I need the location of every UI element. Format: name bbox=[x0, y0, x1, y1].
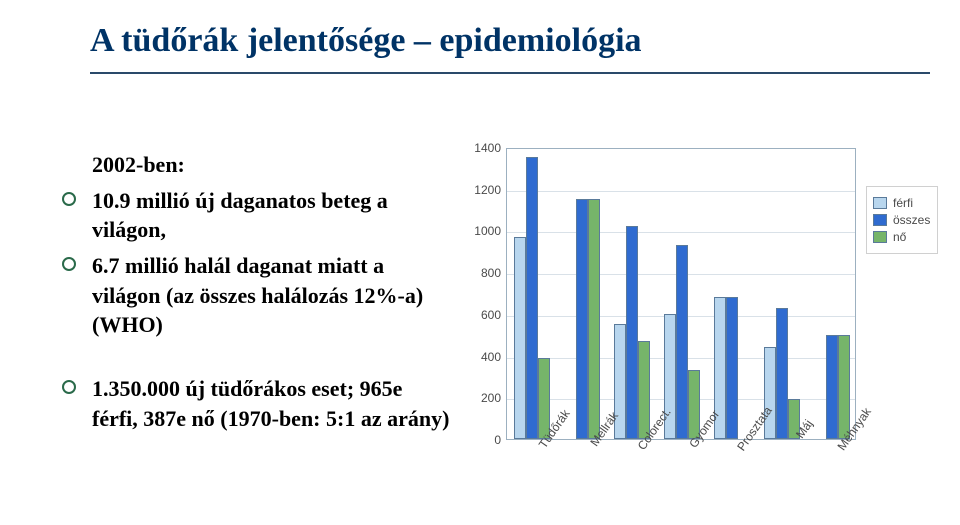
bullet-item: 6.7 millió halál daganat miatt a világon… bbox=[62, 251, 452, 340]
bullet-item: 1.350.000 új tüdőrákos eset; 965e férfi,… bbox=[62, 374, 452, 433]
title-rule bbox=[90, 72, 930, 74]
chart-legend: férfi összes nő bbox=[866, 186, 938, 254]
chart-legend-item: összes bbox=[873, 213, 931, 227]
chart-legend-swatch-icon bbox=[873, 214, 887, 226]
chart-ytick-label: 1400 bbox=[467, 141, 501, 155]
spacer bbox=[62, 346, 452, 374]
chart-bar bbox=[526, 157, 538, 439]
chart-bar bbox=[626, 226, 638, 439]
chart-bar bbox=[826, 335, 838, 439]
chart-bar bbox=[726, 297, 738, 439]
chart-bar-group bbox=[514, 157, 550, 439]
chart-bar bbox=[514, 237, 526, 439]
chart-plot-area bbox=[506, 148, 856, 440]
chart-bar bbox=[676, 245, 688, 439]
bullet-list: 2002-ben: 10.9 millió új daganatos beteg… bbox=[62, 150, 452, 440]
chart-legend-label: összes bbox=[893, 213, 930, 227]
chart-bar bbox=[576, 199, 588, 439]
chart-gridline bbox=[507, 232, 855, 233]
bullet-marker-icon bbox=[62, 257, 76, 271]
chart-bar-group bbox=[564, 199, 600, 439]
title-block: A tüdőrák jelentősége – epidemiológia bbox=[90, 22, 930, 74]
bar-chart: férfiösszesnő 0200400600800100012001400T… bbox=[468, 148, 943, 488]
bullets-heading: 2002-ben: bbox=[92, 150, 452, 180]
bullet-text: 10.9 millió új daganatos beteg a világon… bbox=[92, 186, 452, 245]
bullet-text: 6.7 millió halál daganat miatt a világon… bbox=[92, 251, 452, 340]
chart-ytick-label: 800 bbox=[467, 266, 501, 280]
page-title: A tüdőrák jelentősége – epidemiológia bbox=[90, 22, 930, 60]
chart-ytick-label: 0 bbox=[467, 433, 501, 447]
chart-ytick-label: 1000 bbox=[467, 224, 501, 238]
chart-legend-swatch-icon bbox=[873, 197, 887, 209]
chart-bar-group bbox=[814, 335, 850, 439]
chart-ytick-label: 600 bbox=[467, 308, 501, 322]
bullet-text: 1.350.000 új tüdőrákos eset; 965e férfi,… bbox=[92, 374, 452, 433]
chart-ytick-label: 400 bbox=[467, 350, 501, 364]
chart-legend-label: férfi bbox=[893, 196, 913, 210]
chart-gridline bbox=[507, 191, 855, 192]
chart-ytick-label: 200 bbox=[467, 391, 501, 405]
bullet-marker-icon bbox=[62, 192, 76, 206]
chart-legend-label: nő bbox=[893, 230, 906, 244]
chart-bar bbox=[588, 199, 600, 439]
chart-bar-group bbox=[614, 226, 650, 439]
chart-ytick-label: 1200 bbox=[467, 183, 501, 197]
bullet-item: 10.9 millió új daganatos beteg a világon… bbox=[62, 186, 452, 245]
chart-bar bbox=[776, 308, 788, 439]
chart-legend-item: nő bbox=[873, 230, 931, 244]
chart-bar bbox=[764, 347, 776, 439]
chart-legend-item: férfi bbox=[873, 196, 931, 210]
bullet-marker-icon bbox=[62, 380, 76, 394]
chart-legend-swatch-icon bbox=[873, 231, 887, 243]
